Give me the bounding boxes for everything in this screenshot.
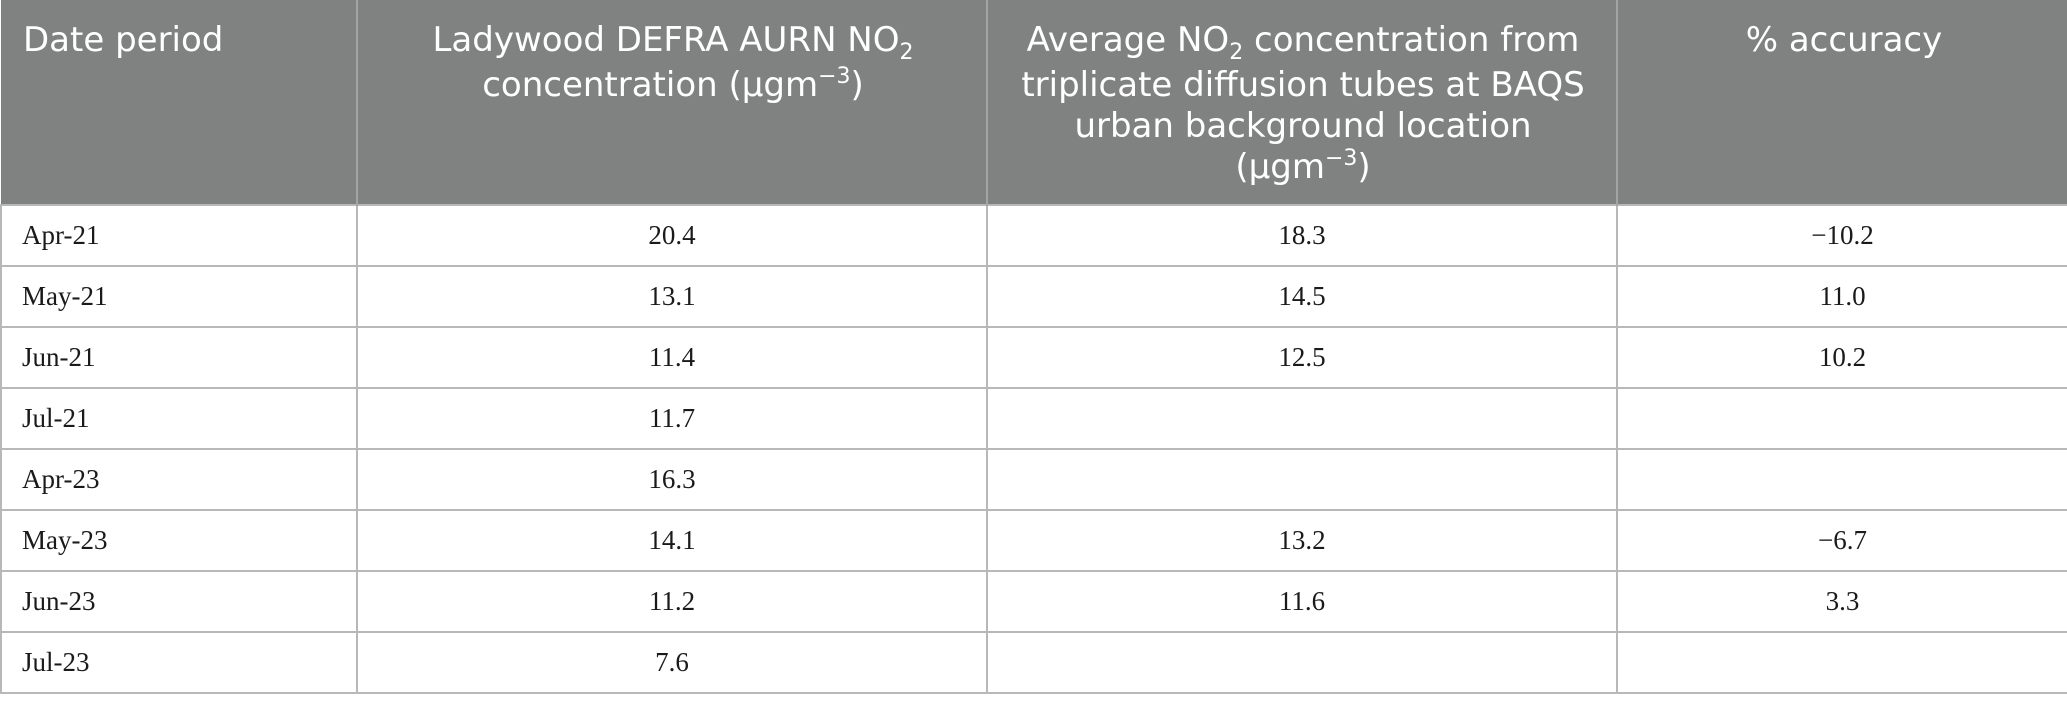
cell-accuracy xyxy=(1616,632,2067,694)
table-header: Date period Ladywood DEFRA AURN NO2 conc… xyxy=(1,0,2067,205)
cell-average xyxy=(986,632,1617,694)
cell-date-period: Jul-21 xyxy=(0,388,357,450)
table-row: Jun-21 11.4 12.5 10.2 xyxy=(0,327,2067,389)
data-table: Date period Ladywood DEFRA AURN NO2 conc… xyxy=(0,0,2067,694)
cell-ladywood: 16.3 xyxy=(356,449,987,511)
header-average-text-b: concentration from triplicate diffusion … xyxy=(1021,20,1585,187)
cell-average: 12.5 xyxy=(986,327,1617,389)
cell-ladywood: 11.7 xyxy=(356,388,987,450)
header-row: Date period Ladywood DEFRA AURN NO2 conc… xyxy=(1,0,2067,205)
table-row: Jul-21 11.7 xyxy=(0,388,2067,450)
cell-accuracy: 11.0 xyxy=(1616,266,2067,328)
cell-date-period: Jun-21 xyxy=(0,327,357,389)
header-average-superscript: −3 xyxy=(1324,146,1358,171)
header-date-period: Date period xyxy=(1,0,357,205)
cell-ladywood: 20.4 xyxy=(356,204,987,267)
header-average-subscript: 2 xyxy=(1229,40,1244,65)
cell-average: 13.2 xyxy=(986,510,1617,572)
header-ladywood-superscript: −3 xyxy=(818,64,851,89)
cell-ladywood: 14.1 xyxy=(356,510,987,572)
header-ladywood-concentration: Ladywood DEFRA AURN NO2 concentration (μ… xyxy=(356,0,987,205)
cell-accuracy: −10.2 xyxy=(1616,204,2067,267)
cell-average: 11.6 xyxy=(986,571,1617,633)
cell-ladywood: 13.1 xyxy=(356,266,987,328)
cell-ladywood: 11.2 xyxy=(356,571,987,633)
cell-date-period: May-21 xyxy=(0,266,357,328)
cell-average: 14.5 xyxy=(986,266,1617,328)
cell-date-period: May-23 xyxy=(0,510,357,572)
cell-date-period: Jun-23 xyxy=(0,571,357,633)
header-average-concentration: Average NO2 concentration from triplicat… xyxy=(986,0,1617,205)
header-ladywood-text-b: concentration (μgm xyxy=(482,65,819,105)
table-row: Jun-23 11.2 11.6 3.3 xyxy=(0,571,2067,633)
table-row: Apr-23 16.3 xyxy=(0,449,2067,511)
cell-accuracy xyxy=(1616,388,2067,450)
table-row: Apr-21 20.4 18.3 −10.2 xyxy=(0,204,2067,267)
cell-average xyxy=(986,449,1617,511)
cell-accuracy: 10.2 xyxy=(1616,327,2067,389)
cell-ladywood: 11.4 xyxy=(356,327,987,389)
cell-date-period: Apr-21 xyxy=(0,204,357,267)
header-ladywood-subscript: 2 xyxy=(899,40,914,65)
table-row: Jul-23 7.6 xyxy=(0,632,2067,694)
table-body: Apr-21 20.4 18.3 −10.2 May-21 13.1 14.5 … xyxy=(0,204,2067,694)
cell-accuracy xyxy=(1616,449,2067,511)
cell-ladywood: 7.6 xyxy=(356,632,987,694)
cell-date-period: Apr-23 xyxy=(0,449,357,511)
table-row: May-23 14.1 13.2 −6.7 xyxy=(0,510,2067,572)
header-accuracy: % accuracy xyxy=(1616,0,2067,205)
header-ladywood-text-a: Ladywood DEFRA AURN NO xyxy=(432,20,900,60)
table-row: May-21 13.1 14.5 11.0 xyxy=(0,266,2067,328)
header-average-text-a: Average NO xyxy=(1026,20,1230,60)
cell-average: 18.3 xyxy=(986,204,1617,267)
cell-average xyxy=(986,388,1617,450)
cell-accuracy: −6.7 xyxy=(1616,510,2067,572)
header-ladywood-text-c: ) xyxy=(850,65,864,105)
cell-accuracy: 3.3 xyxy=(1616,571,2067,633)
header-average-text-c: ) xyxy=(1357,147,1371,187)
cell-date-period: Jul-23 xyxy=(0,632,357,694)
